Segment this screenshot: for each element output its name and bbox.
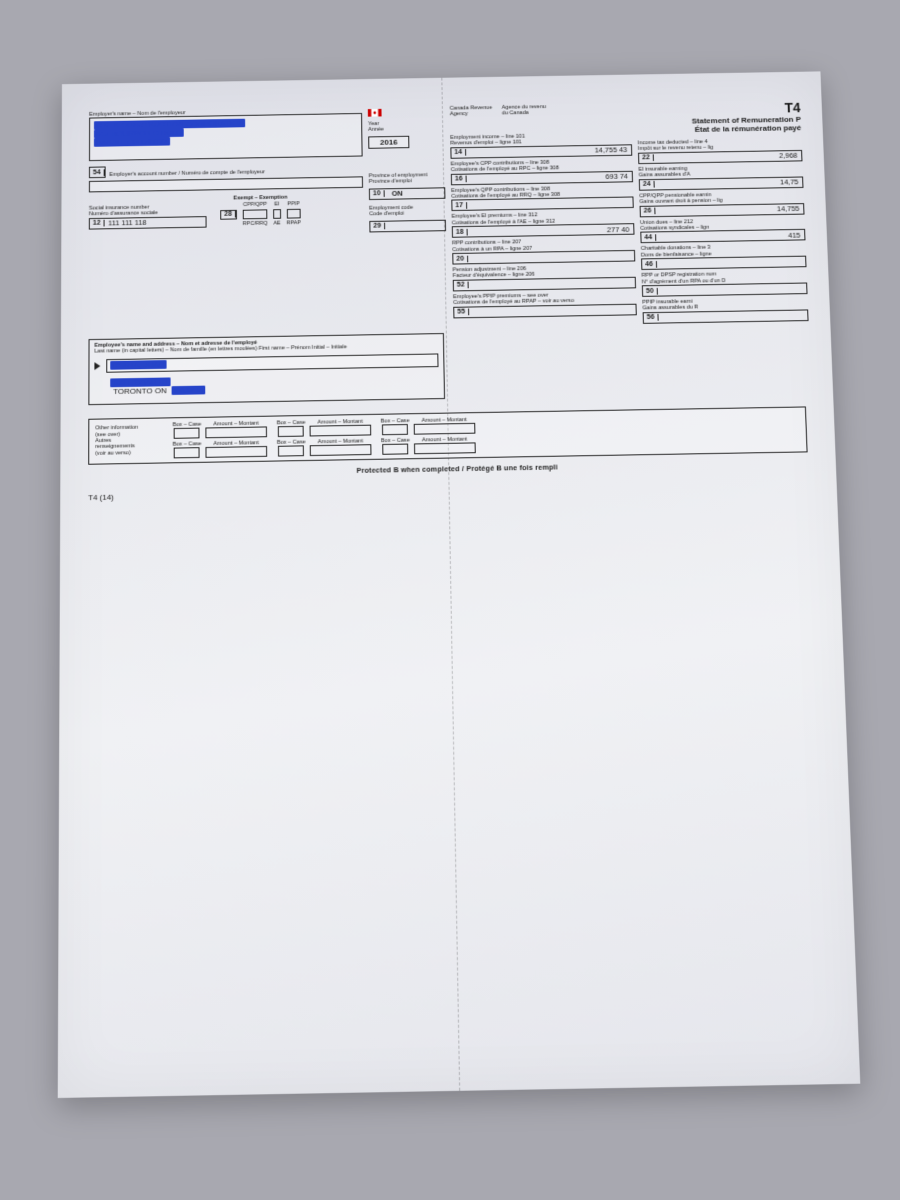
triangle-icon bbox=[94, 362, 100, 370]
canada-flag-icon bbox=[368, 109, 382, 119]
other-box-case: Box – Case bbox=[277, 439, 306, 456]
t4-form: Employer's name – Nom de l'employeur C.S… bbox=[88, 100, 827, 502]
prov-box: 10 ON bbox=[369, 187, 446, 200]
year-label: Year Année bbox=[368, 120, 444, 133]
other-box-case: Box – Case bbox=[381, 437, 410, 454]
far-fields: Income tax deducted – line 4Impôt sur le… bbox=[638, 138, 809, 324]
field-box-44: Union dues – line 212Cotisations syndica… bbox=[640, 217, 806, 244]
emp-code-box: 29 bbox=[369, 219, 446, 232]
agency-fr: Agence du revenu du Canada bbox=[502, 104, 547, 117]
other-amount: Amount – Montant bbox=[414, 436, 476, 454]
other-box-case: Box – Case bbox=[173, 441, 202, 458]
employer-box: C.S. R CONSTRUCTION CORPORATION 512 BOUR… bbox=[89, 113, 363, 161]
other-amount: Amount – Montant bbox=[309, 419, 371, 437]
other-box-case: Box – Case bbox=[277, 420, 306, 437]
field-box-20: RPP contributions – line 207Cotisations … bbox=[452, 238, 635, 265]
employee-name: COSTA, JOAO bbox=[110, 360, 167, 370]
field-box-16: Employee's CPP contributions – line 308C… bbox=[451, 158, 633, 185]
other-amount: Amount – Montant bbox=[205, 420, 267, 438]
field-box-17: Employee's QPP contributions – line 308C… bbox=[451, 185, 634, 212]
prov-label: Province of employment Province d'emploi bbox=[369, 172, 445, 185]
employee-postal: M6J3G5 bbox=[171, 385, 205, 394]
emp-code-label: Employment code Code d'emploi bbox=[369, 204, 446, 218]
field-box-14: Employment income – line 101Revenus d'em… bbox=[450, 132, 632, 159]
right-fields: Employment income – line 101Revenus d'em… bbox=[450, 132, 637, 318]
agency-en: Canada Revenue Agency bbox=[450, 105, 493, 118]
employee-box: Employee's name and address – Nom et adr… bbox=[88, 333, 445, 405]
other-amount: Amount – Montant bbox=[205, 440, 267, 458]
field-box-50: RPP or DPSP registration numN° d'agrémen… bbox=[641, 270, 807, 297]
other-label: Other information (see over) Autres rens… bbox=[95, 424, 167, 457]
field-box-26: CPP/QPP pensionable earninGains ouvrant … bbox=[639, 190, 804, 216]
field-box-24: EI insurable earningGains assurables d'A… bbox=[638, 164, 803, 190]
field-box-52: Pension adjustment – line 206Facteur d'é… bbox=[453, 264, 636, 291]
employee-city: TORONTO ON bbox=[110, 385, 169, 397]
employer-addr2: BARRIE ON L4N7J7 bbox=[94, 137, 170, 147]
sin-value: 111 111 118 bbox=[104, 218, 155, 227]
paper-sheet: Employer's name – Nom de l'employeur C.S… bbox=[58, 71, 861, 1098]
field-box-18: Employee's EI premiums – line 312Cotisat… bbox=[452, 211, 635, 238]
field-box-46: Charitable donations – line 3Dons de bie… bbox=[641, 244, 807, 271]
other-box-case: Box – Case bbox=[173, 421, 202, 438]
exempt-grid: CPP/QPP EI PPIP 28 RPC/RRQ AE RPAP bbox=[220, 201, 301, 227]
field-box-55: Employee's PPIP premiums – see overCotis… bbox=[453, 291, 637, 318]
field-box-22: Income tax deducted – line 4Impôt sur le… bbox=[638, 138, 803, 164]
other-amount: Amount – Montant bbox=[310, 438, 372, 456]
sin-box: 12 111 111 118 bbox=[89, 216, 207, 229]
t4-rev: T4 (14) bbox=[88, 480, 827, 502]
prov-value: ON bbox=[384, 189, 410, 198]
year-value: 2016 bbox=[368, 136, 409, 149]
box-54: 54 bbox=[89, 167, 105, 179]
other-groups: Box – CaseAmount – MontantBox – CaseAmou… bbox=[173, 417, 476, 458]
field-box-56: PPIP insurable earniGains assurables du … bbox=[642, 297, 808, 324]
other-box-case: Box – Case bbox=[381, 418, 410, 435]
other-amount: Amount – Montant bbox=[413, 417, 475, 435]
